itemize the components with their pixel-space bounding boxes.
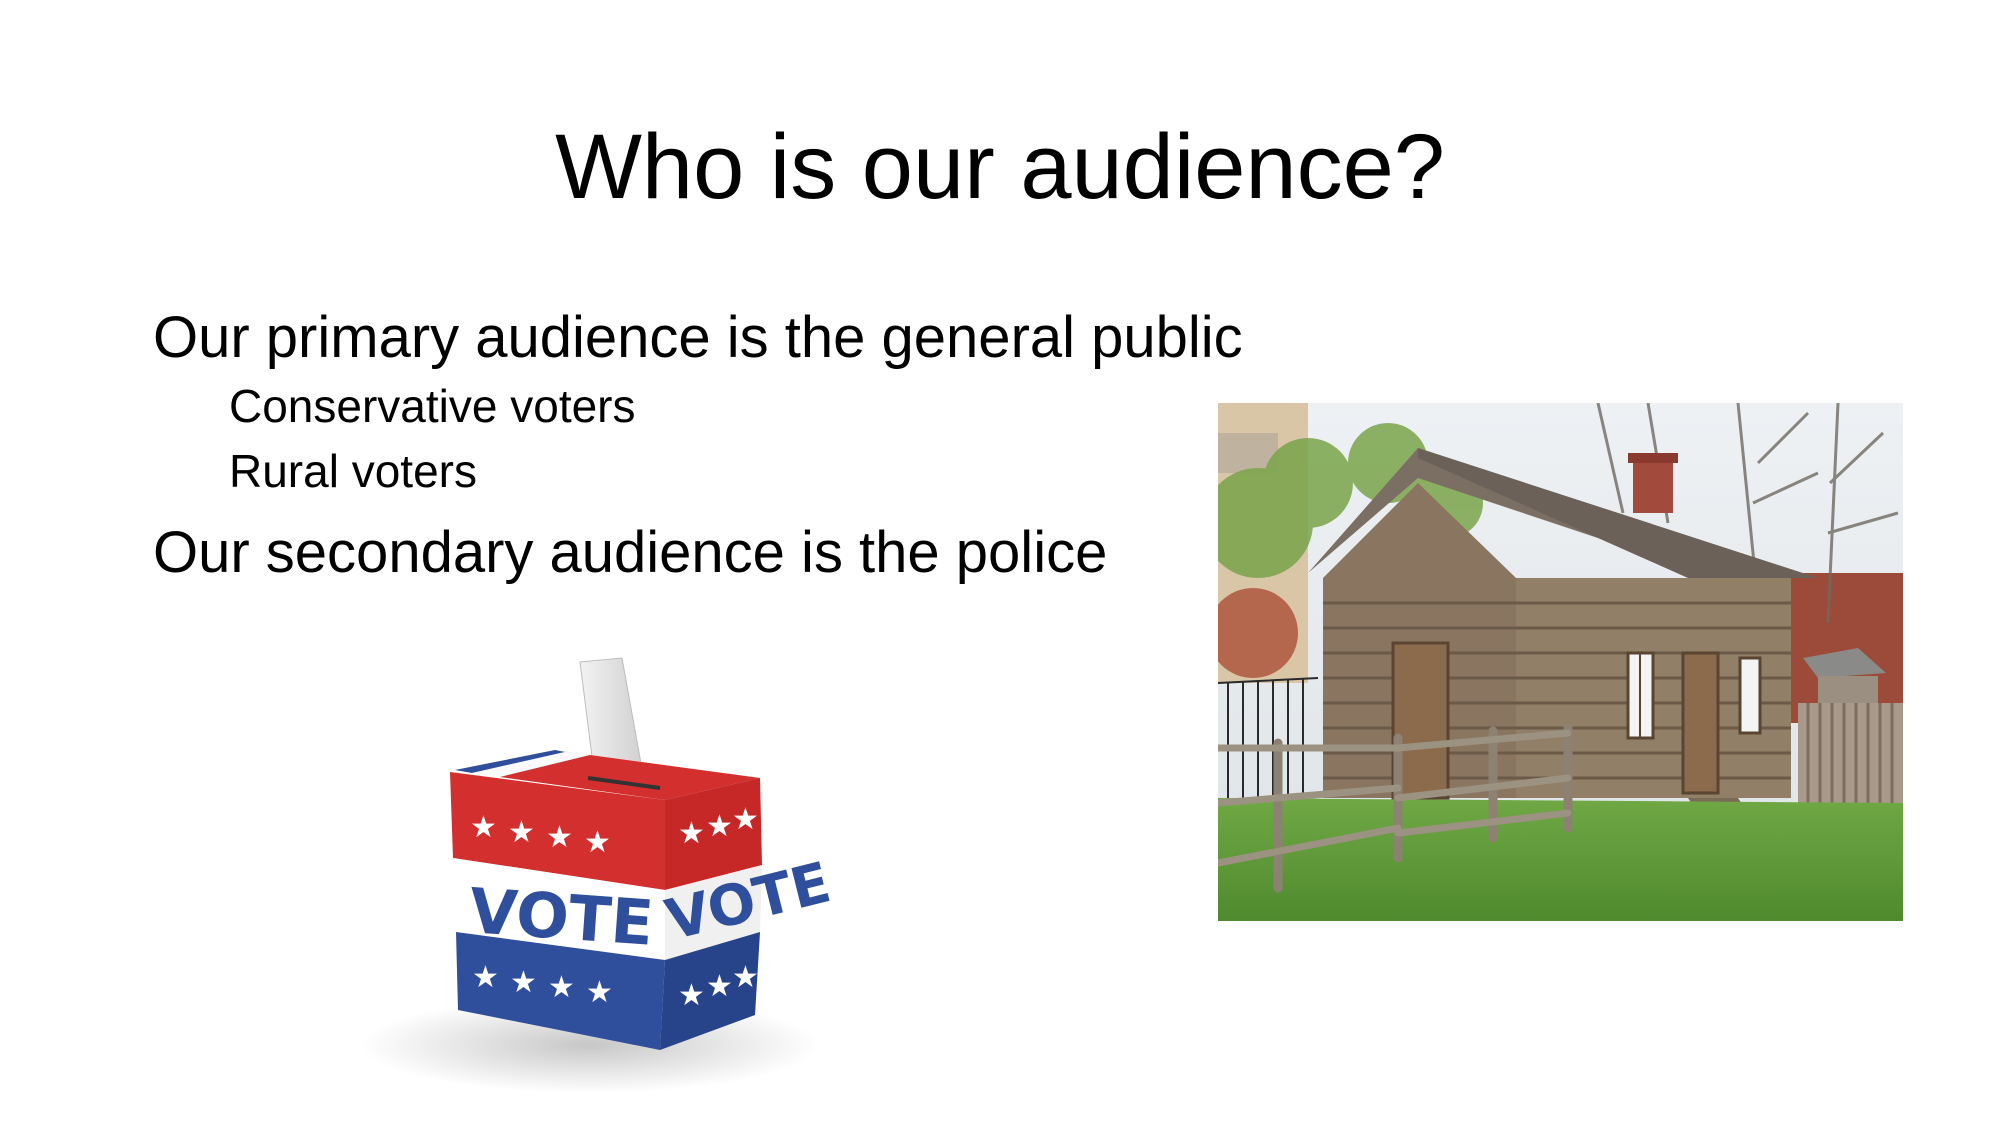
bullet-conservative-voters: Conservative voters [229, 380, 636, 432]
log-cabin-photo [1218, 403, 1903, 921]
bullet-secondary-audience: Our secondary audience is the police [153, 520, 1108, 585]
svg-text:★: ★ [706, 809, 733, 844]
svg-text:★: ★ [546, 820, 573, 855]
bullet-primary-audience: Our primary audience is the general publ… [153, 305, 1243, 370]
svg-text:★: ★ [706, 969, 733, 1004]
slide-title: Who is our audience? [555, 116, 1445, 218]
svg-text:★: ★ [510, 965, 537, 1000]
ballot-box-image: ★ ★ ★ ★ ★ ★ ★ ★ ★ ★ ★ ★ ★ ★ VOTE VOTE [360, 640, 830, 1100]
svg-text:★: ★ [584, 825, 611, 860]
svg-text:★: ★ [472, 960, 499, 995]
svg-text:★: ★ [678, 816, 705, 851]
svg-text:★: ★ [586, 975, 613, 1010]
svg-text:★: ★ [732, 802, 759, 837]
svg-text:★: ★ [470, 810, 497, 845]
svg-text:★: ★ [508, 815, 535, 850]
bullet-rural-voters: Rural voters [229, 445, 477, 497]
ballot-front-vote-text: VOTE [467, 874, 656, 960]
svg-text:★: ★ [678, 978, 705, 1013]
svg-text:★: ★ [548, 970, 575, 1005]
svg-text:★: ★ [732, 960, 759, 995]
